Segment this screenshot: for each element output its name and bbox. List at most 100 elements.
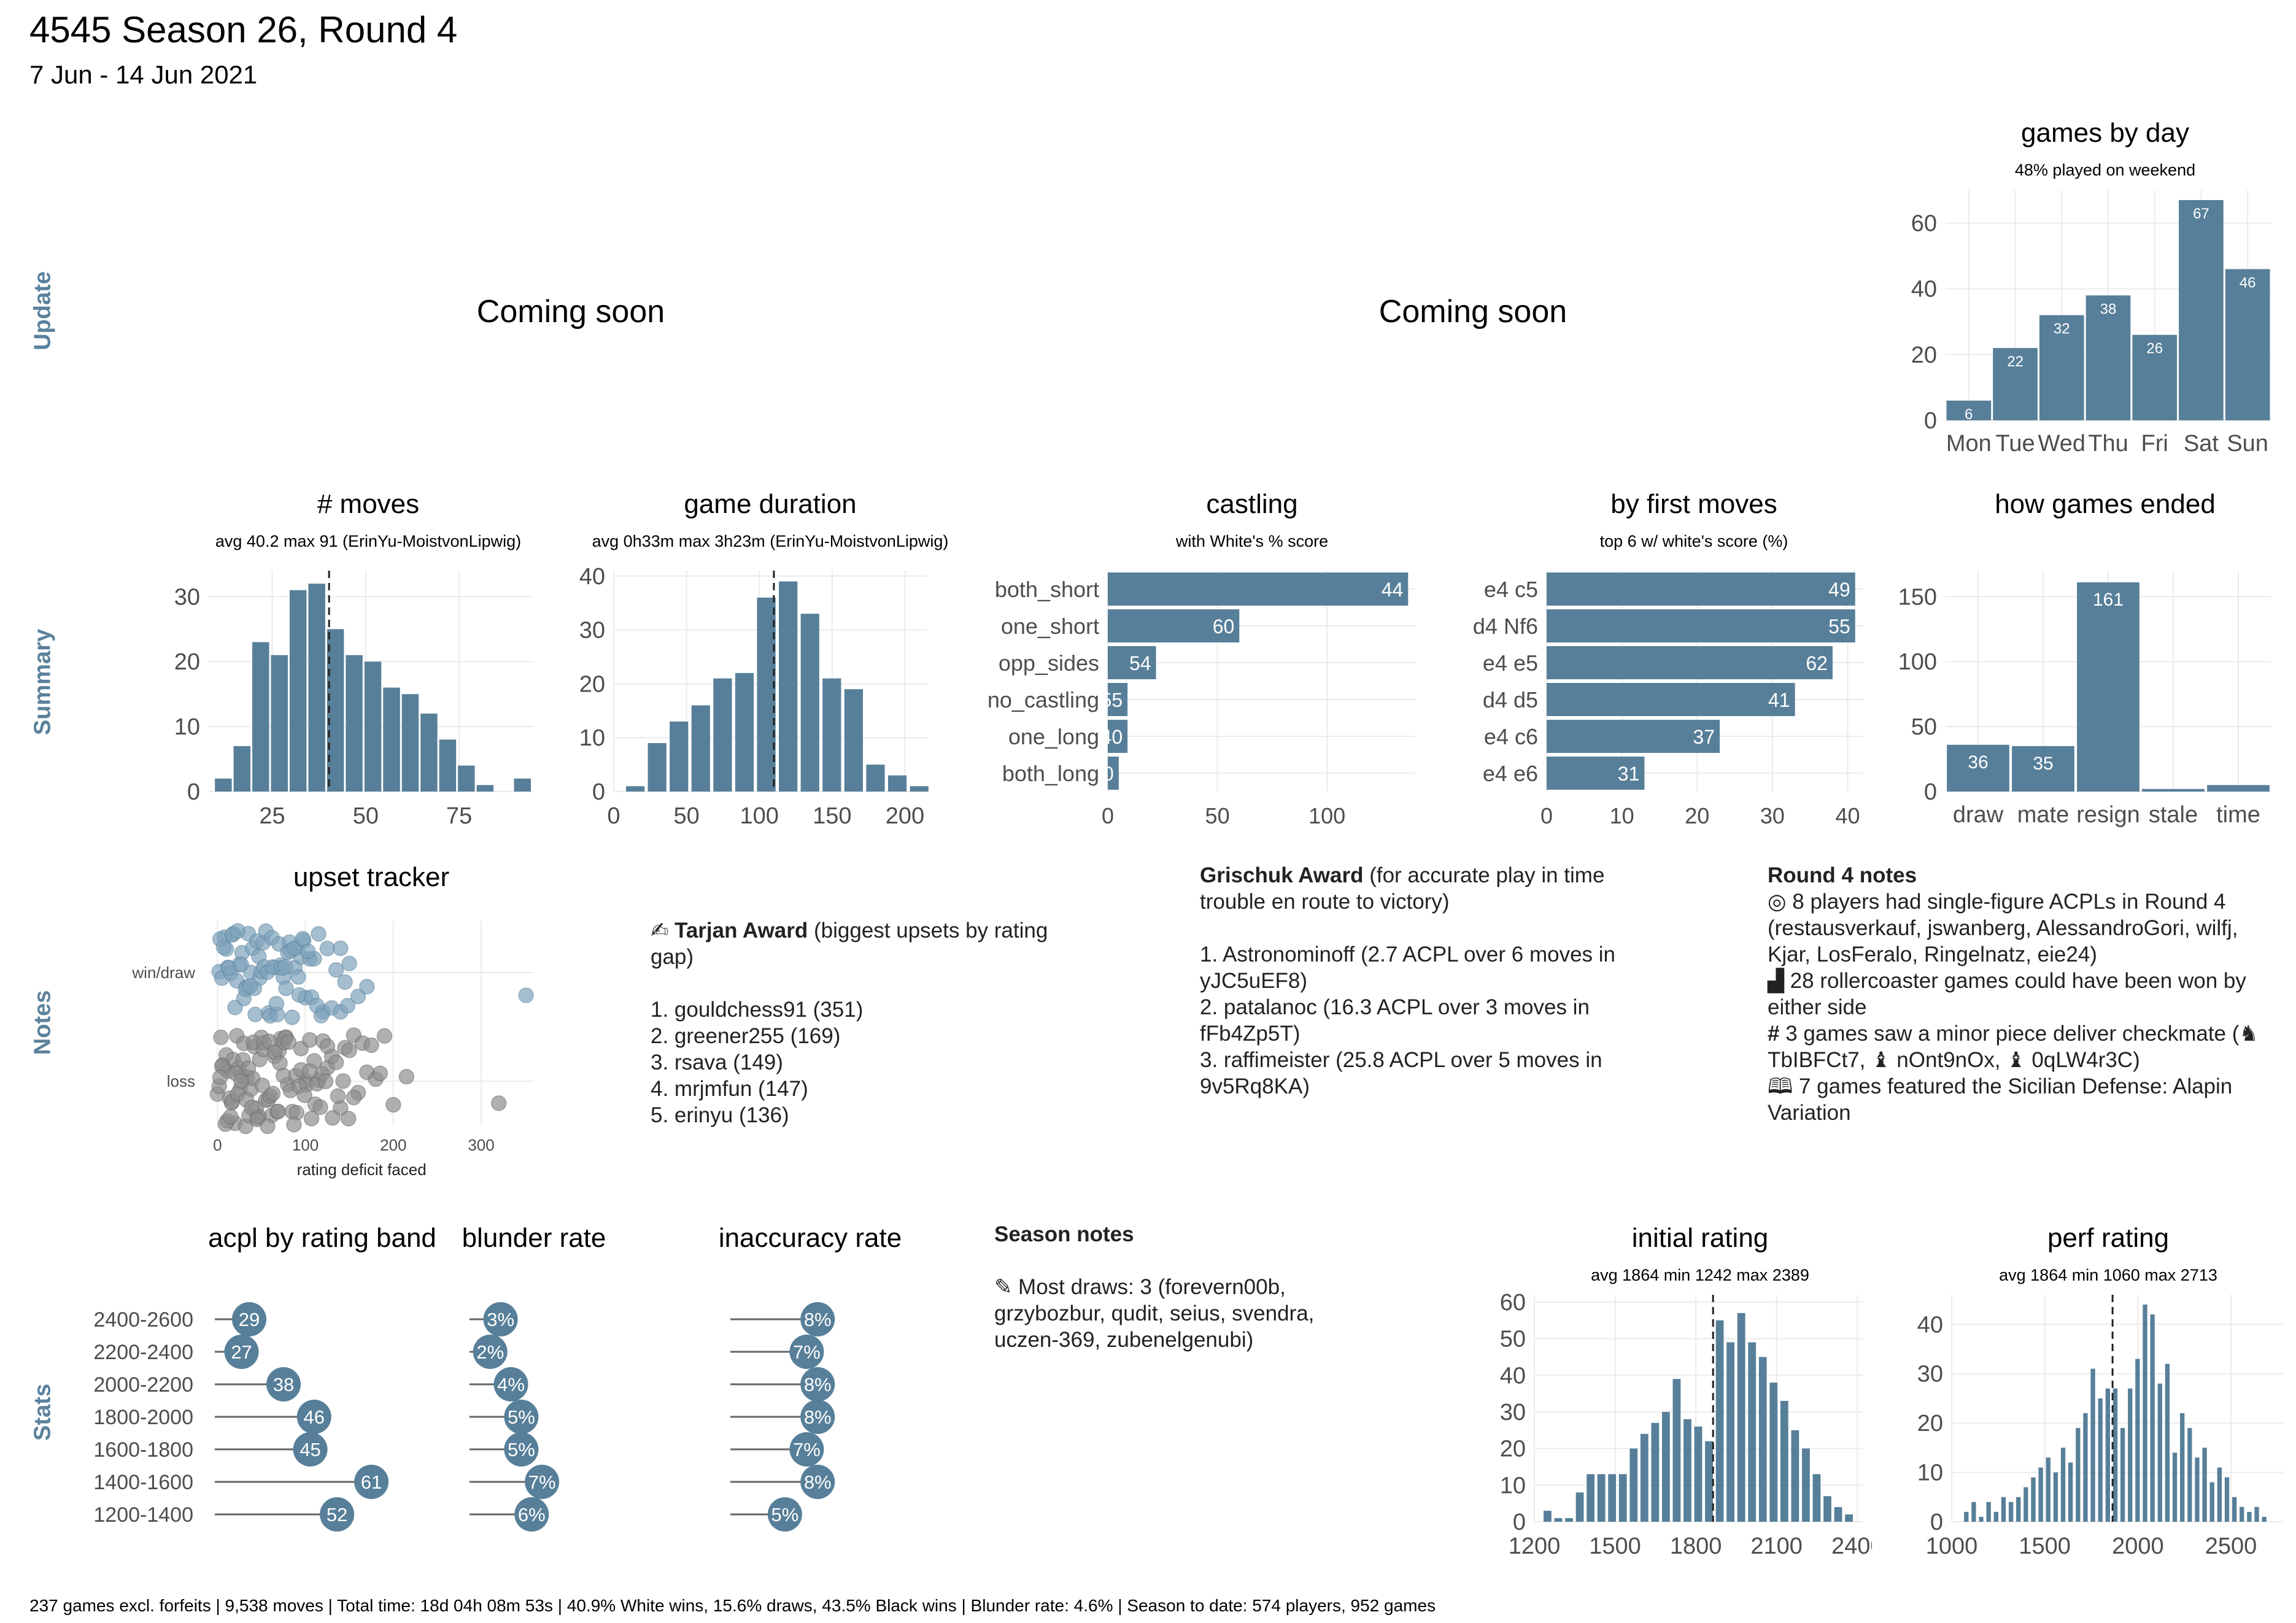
histogram-bar	[1640, 1433, 1649, 1522]
histogram-bar	[215, 778, 232, 792]
y-tick-label: 2000-2200	[93, 1373, 193, 1397]
histogram-bar	[2209, 1482, 2214, 1522]
scatter-point-loss	[341, 1111, 357, 1127]
lollipop-dot	[767, 1497, 802, 1532]
round-notes: Round 4 notes ◎ 8 players had single-fig…	[1768, 862, 2283, 1126]
histogram-bar	[2112, 1388, 2118, 1522]
y-tick-label: 20	[579, 671, 605, 697]
lollipop-value-label: 5%	[508, 1406, 535, 1428]
footer-summary: 237 games excl. forfeits | 9,538 moves |…	[29, 1596, 1436, 1615]
y-tick-label: 40	[1500, 1363, 1526, 1389]
histogram-bar	[2172, 1452, 2178, 1522]
castling-title: castling	[1206, 489, 1298, 519]
histogram-bar	[2262, 1516, 2267, 1522]
lollipop-value-label: 2%	[476, 1341, 504, 1363]
duration-subtitle: avg 0h33m max 3h23m (ErinYu-MoistvonLipw…	[592, 532, 949, 550]
histogram-bar	[1544, 1511, 1552, 1522]
scatter-point-win	[313, 1008, 330, 1024]
x-tick-label: 1500	[2019, 1533, 2071, 1559]
histogram-bar	[2247, 1511, 2252, 1522]
scatter-point-loss	[301, 1032, 318, 1048]
bar-value-label: 161	[2093, 590, 2124, 610]
histogram-bar	[1812, 1474, 1821, 1522]
scatter-point-loss	[328, 1054, 344, 1071]
bar	[2039, 315, 2084, 420]
x-tick-label: 1500	[1589, 1533, 1641, 1559]
initial-rating-title: initial rating	[1631, 1223, 1769, 1253]
histogram-bar	[346, 655, 363, 792]
x-tick-label: 50	[1205, 803, 1230, 828]
y-tick-label: loss	[167, 1072, 195, 1090]
x-tick-label: 300	[468, 1136, 494, 1154]
histogram-bar	[1618, 1474, 1627, 1522]
scatter-point-loss	[213, 1029, 229, 1046]
lollipop-value-label: 5%	[508, 1439, 535, 1460]
x-tick-label: 50	[353, 803, 379, 829]
list-item: 4. mrjmfun (147)	[651, 1077, 808, 1101]
lollipop-dot	[232, 1302, 266, 1336]
season-notes-title: Season notes	[994, 1222, 1134, 1246]
lollipop-value-label: 45	[300, 1439, 320, 1460]
y-tick-label: 0	[592, 779, 605, 805]
scatter-point-loss	[296, 1087, 312, 1103]
x-tick-label: mate	[2017, 802, 2069, 828]
bar	[1108, 609, 1240, 642]
histogram-bar	[1672, 1379, 1681, 1522]
bar	[1993, 348, 2038, 420]
histogram-bar	[779, 581, 798, 792]
histogram-bar	[822, 678, 841, 792]
histogram-bar	[271, 655, 288, 792]
y-tick-label: one_long	[1008, 724, 1099, 749]
histogram-bar	[1845, 1514, 1853, 1522]
scatter-point-loss	[212, 1070, 228, 1085]
bar-value-label: 38	[2100, 301, 2117, 317]
duration-chart: 0 10 20 30 40 0 50 100 150 200	[579, 564, 929, 829]
histogram-bar	[1683, 1419, 1691, 1522]
scatter-point-loss	[312, 1099, 328, 1116]
histogram-bar	[439, 739, 457, 792]
histogram-bar	[514, 778, 531, 792]
histogram-bar	[1694, 1426, 1703, 1522]
x-tick-label: 100	[292, 1136, 319, 1154]
list-item: 5. erinyu (136)	[651, 1103, 789, 1127]
histogram-bar	[1964, 1511, 1969, 1522]
x-tick-label: 0	[1102, 803, 1114, 828]
histogram-bar	[2038, 1467, 2043, 1522]
scatter-point-loss	[280, 1034, 297, 1051]
histogram-bar	[735, 673, 754, 792]
scatter-point-win	[328, 962, 344, 978]
scatter-point-loss	[490, 1095, 507, 1111]
y-tick-label: 40	[579, 564, 605, 590]
x-tick-label: 2000	[2112, 1533, 2164, 1559]
bar	[1108, 646, 1156, 679]
lollipop-dot	[525, 1465, 560, 1499]
lollipop-value-label: 5%	[771, 1504, 798, 1525]
acpl-band-title: acpl by rating band	[208, 1223, 436, 1253]
book-icon: 🕮	[1768, 1074, 1793, 1098]
bar	[2085, 295, 2131, 420]
x-tick-label: 20	[1685, 803, 1709, 828]
scatter-point-win	[242, 978, 258, 994]
bar-value-label: 67	[2193, 206, 2209, 222]
season-notes: Season notes ✎ Most draws: 3 (forevern00…	[994, 1221, 1363, 1353]
lollipop-dot	[224, 1335, 259, 1369]
bar-value-label: 46	[2240, 275, 2256, 291]
bar	[1108, 572, 1409, 606]
list-item: 3. rsava (149)	[651, 1051, 783, 1074]
y-tick-label: 20	[1500, 1436, 1526, 1462]
round-notes-title: Round 4 notes	[1768, 863, 1917, 887]
y-tick-label: 150	[1898, 584, 1937, 610]
x-axis-title: rating deficit faced	[297, 1160, 427, 1179]
y-tick-label: 0	[1924, 408, 1937, 434]
scatter-point-loss	[385, 1097, 401, 1113]
x-tick-label: 75	[446, 803, 472, 829]
tarjan-award-icon: ✍	[651, 919, 669, 943]
histogram-bar	[2187, 1428, 2192, 1522]
lollipop-dot	[800, 1367, 835, 1401]
lollipop-value-label: 8%	[804, 1309, 832, 1330]
perf-rating-title: perf rating	[2047, 1223, 2170, 1253]
lollipop-dot	[354, 1465, 389, 1499]
lollipop-value-label: 61	[361, 1471, 382, 1493]
lollipop-dot	[293, 1432, 328, 1467]
season-note-text: Most draws: 3 (forevern00b, grzybozbur, …	[994, 1275, 1315, 1352]
